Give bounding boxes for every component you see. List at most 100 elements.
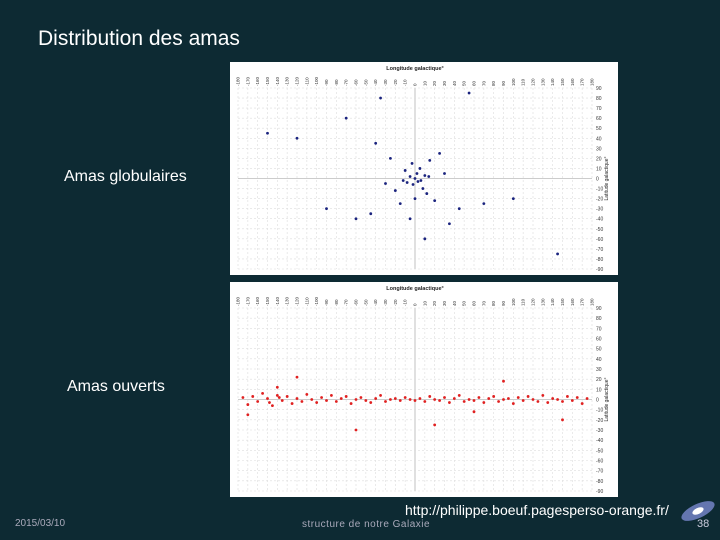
y-tick-label: 40 bbox=[596, 136, 602, 142]
x-tick-label: 30 bbox=[442, 80, 447, 86]
point bbox=[266, 131, 269, 135]
x-axis-title: Longitude galactique° bbox=[386, 286, 444, 292]
x-tick-label: 160 bbox=[570, 78, 575, 86]
x-tick-label: 100 bbox=[511, 298, 516, 306]
x-tick-label: -50 bbox=[363, 299, 368, 306]
x-axis-title: Longitude galactique° bbox=[386, 66, 444, 72]
x-tick-label: -10 bbox=[403, 79, 408, 86]
point bbox=[339, 397, 343, 400]
point bbox=[315, 401, 319, 404]
point bbox=[354, 428, 358, 432]
point bbox=[320, 396, 323, 399]
y-tick-label: -10 bbox=[596, 408, 603, 414]
point bbox=[300, 400, 304, 403]
y-tick-label: 90 bbox=[596, 306, 602, 312]
point bbox=[349, 402, 353, 405]
point bbox=[354, 217, 358, 221]
y-tick-label: -70 bbox=[596, 469, 603, 475]
point bbox=[482, 202, 486, 206]
point bbox=[413, 177, 417, 180]
x-tick-label: 60 bbox=[472, 300, 477, 306]
x-tick-label: -30 bbox=[383, 299, 388, 306]
point bbox=[472, 399, 476, 402]
point bbox=[561, 418, 564, 422]
y-tick-label: 50 bbox=[596, 126, 602, 132]
point bbox=[364, 399, 368, 402]
point bbox=[472, 410, 476, 414]
x-tick-label: 130 bbox=[540, 298, 545, 306]
x-tick-label: -100 bbox=[314, 76, 319, 86]
x-tick-label: -150 bbox=[265, 76, 270, 86]
point bbox=[443, 396, 446, 399]
x-tick-label: 140 bbox=[550, 298, 555, 306]
x-tick-label: -110 bbox=[304, 297, 309, 306]
x-tick-label: 110 bbox=[521, 298, 526, 306]
point bbox=[295, 375, 299, 379]
x-tick-label: 40 bbox=[452, 80, 457, 86]
y-tick-label: 50 bbox=[596, 347, 602, 353]
point bbox=[487, 397, 491, 400]
point bbox=[403, 396, 407, 399]
point bbox=[379, 394, 382, 397]
x-tick-label: 150 bbox=[560, 298, 565, 306]
x-tick-label: -130 bbox=[285, 76, 290, 86]
y-tick-label: -40 bbox=[596, 217, 603, 223]
point bbox=[275, 394, 279, 397]
y-tick-label: -90 bbox=[596, 267, 603, 273]
x-tick-label: -30 bbox=[383, 79, 388, 86]
y-tick-label: 10 bbox=[596, 166, 602, 172]
point bbox=[408, 175, 412, 178]
point bbox=[271, 404, 274, 407]
x-tick-label: 10 bbox=[422, 80, 427, 86]
point bbox=[546, 401, 550, 404]
point bbox=[492, 395, 496, 398]
x-tick-label: 40 bbox=[452, 300, 457, 306]
point bbox=[423, 400, 427, 403]
point bbox=[497, 400, 500, 403]
point bbox=[369, 212, 373, 216]
point bbox=[467, 398, 471, 401]
x-tick-label: -110 bbox=[304, 77, 309, 86]
x-tick-label: 120 bbox=[531, 78, 536, 86]
point bbox=[418, 167, 422, 170]
point bbox=[398, 202, 402, 206]
point bbox=[275, 385, 279, 389]
x-tick-label: 80 bbox=[491, 80, 496, 86]
y-tick-label: -40 bbox=[596, 438, 603, 444]
point bbox=[462, 400, 466, 403]
point bbox=[482, 401, 486, 404]
point bbox=[295, 136, 299, 140]
x-tick-label: -170 bbox=[245, 296, 250, 306]
chart-globular: -180 -170 -160 -150 -140 -130 -120 -110 -100 -90-… bbox=[230, 62, 618, 275]
point bbox=[413, 399, 417, 402]
point bbox=[516, 396, 520, 399]
x-tick-label: 100 bbox=[511, 78, 516, 86]
point bbox=[411, 183, 415, 186]
point bbox=[415, 172, 419, 175]
x-tick-label: 70 bbox=[481, 300, 486, 306]
x-tick-label: 10 bbox=[422, 300, 427, 306]
point bbox=[551, 397, 555, 400]
y-tick-label: 30 bbox=[596, 367, 602, 373]
point bbox=[570, 399, 574, 402]
x-tick-label: -150 bbox=[265, 296, 270, 306]
point bbox=[389, 156, 392, 160]
point bbox=[452, 397, 456, 400]
point bbox=[536, 400, 540, 403]
point bbox=[580, 402, 584, 405]
x-tick-label: 130 bbox=[540, 78, 545, 86]
x-tick-label: 90 bbox=[501, 80, 506, 86]
x-tick-label: 120 bbox=[531, 298, 536, 306]
x-tick-label: 90 bbox=[501, 300, 506, 306]
point bbox=[433, 398, 437, 401]
point bbox=[285, 395, 289, 398]
point bbox=[369, 401, 373, 404]
x-tick-label: -180 bbox=[236, 76, 241, 86]
point bbox=[325, 399, 328, 402]
slide-title: Distribution des amas bbox=[38, 27, 240, 50]
point bbox=[344, 116, 348, 120]
x-tick-label: -50 bbox=[363, 79, 368, 86]
y-axis-title: Latitude galactique° bbox=[604, 157, 610, 201]
point bbox=[427, 175, 431, 178]
point bbox=[330, 394, 333, 397]
